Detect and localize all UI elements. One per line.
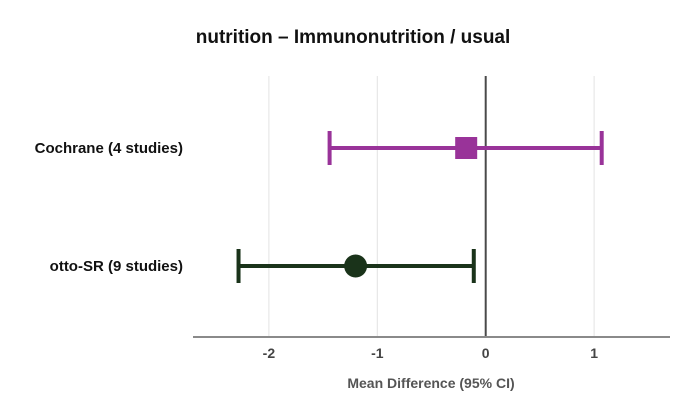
estimate-row: otto-SR (9 studies) (50, 249, 476, 283)
estimates: Cochrane (4 studies) otto-SR (9 studies) (35, 131, 604, 283)
grid-lines (268, 76, 595, 337)
x-tick-label: -1 (371, 345, 384, 361)
study-label: otto-SR (9 studies) (50, 258, 183, 275)
x-tick-label: 0 (482, 345, 490, 361)
study-label: Cochrane (4 studies) (35, 140, 183, 157)
chart-title: nutrition – Immunonutrition / usual (196, 27, 511, 48)
x-axis-ticks: -2 -1 0 1 (263, 345, 599, 361)
point-estimate-circle (344, 254, 368, 278)
x-axis-label: Mean Difference (95% CI) (347, 375, 514, 391)
x-tick-label: 1 (590, 345, 598, 361)
x-tick-label: -2 (263, 345, 276, 361)
estimate-row: Cochrane (4 studies) (35, 131, 604, 165)
point-estimate-square (455, 137, 478, 159)
